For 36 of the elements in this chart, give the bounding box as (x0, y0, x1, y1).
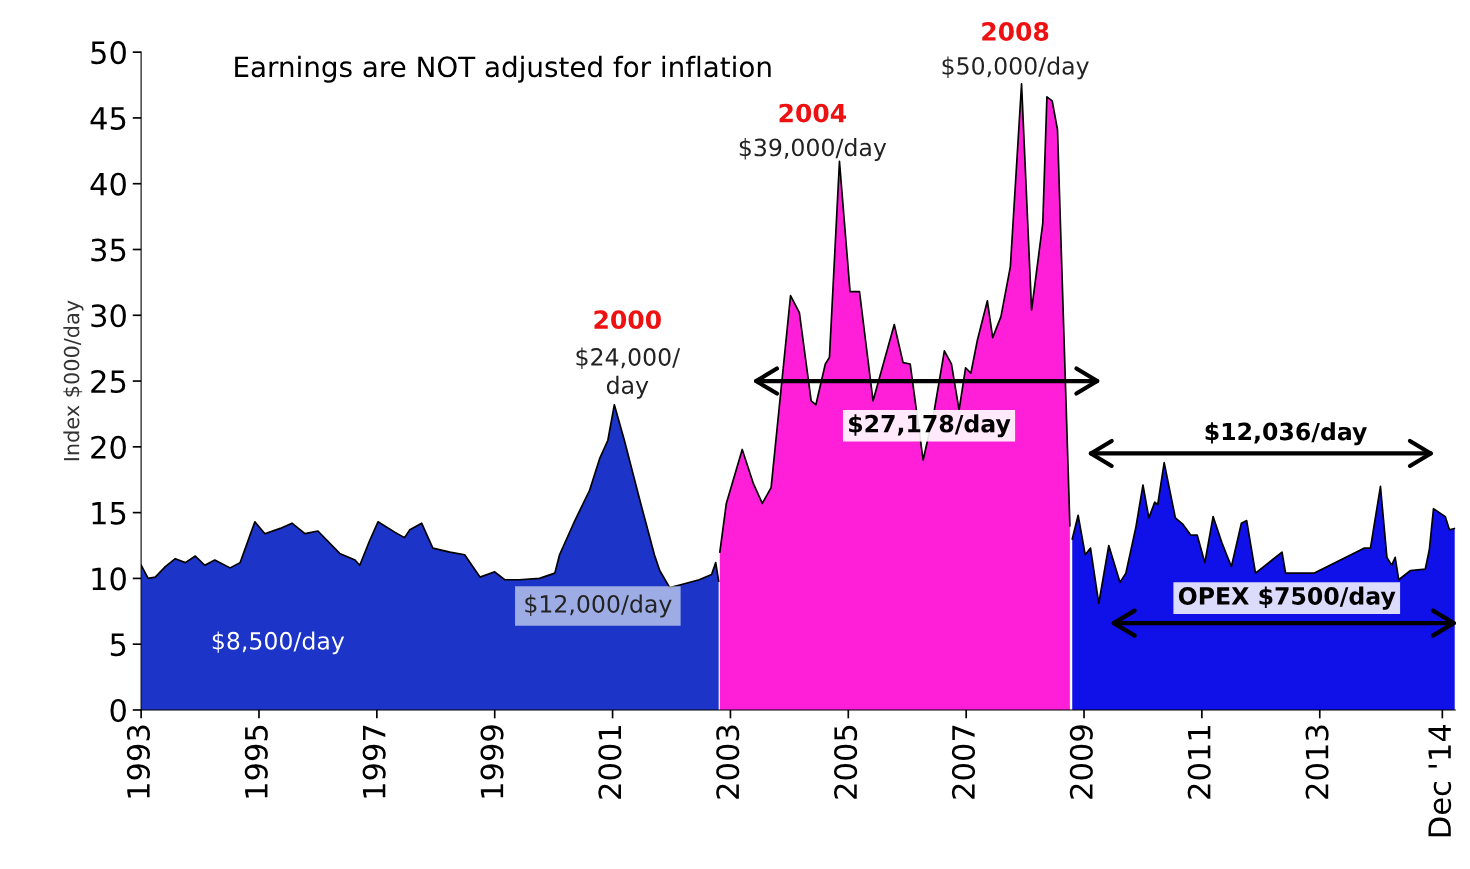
x-tick-label: 1993 (126, 725, 150, 798)
annotation: 2000 (594, 310, 661, 330)
y-tick-label: 20 (91, 435, 126, 459)
x-tick-label: 1995 (244, 725, 268, 798)
y-tick-label: 5 (110, 633, 126, 657)
annotation: $24,000/ day (576, 347, 681, 399)
x-tick-label: 2005 (834, 725, 858, 799)
y-tick-label: 30 (91, 304, 126, 328)
annotation: $8,500/day (212, 631, 345, 655)
text: 2008 (982, 22, 1049, 41)
x-tick-label: 2013 (1305, 725, 1329, 799)
x-tick-label: 2003 (716, 725, 740, 799)
y-tick-label: 45 (90, 107, 126, 130)
x-tick-label: Dec '14 (1428, 724, 1452, 837)
annotation: OPEX $7500/day (1178, 586, 1396, 610)
annotation: 2004 (779, 103, 846, 123)
annotation: $50,000/day (942, 56, 1089, 80)
x-tick-label: 1999 (480, 725, 504, 798)
x-tick-label: 2009 (1069, 725, 1093, 799)
x-tick-label: 2011 (1187, 725, 1211, 799)
y-tick-label: 15 (92, 501, 126, 525)
x-tick-label: 2007 (951, 725, 976, 799)
x-tick-label: 1997 (362, 725, 386, 798)
y-tick-label: 35 (91, 238, 126, 262)
annotation: $39,000/day (739, 138, 887, 161)
y-axis-title: Index $000/day (63, 300, 84, 461)
y-tick-label: 25 (91, 369, 126, 394)
annotation: $12,036/day (1205, 422, 1367, 446)
y-tick-label: 0 (110, 698, 126, 723)
annotation: Earnings are NOT adjusted for inflation (235, 55, 771, 83)
x-tick-label: 2001 (598, 725, 622, 799)
y-tick-label: 50 (91, 41, 126, 65)
annotation: $12,000/day (525, 594, 672, 618)
y-tick-label: 40 (90, 172, 126, 196)
y-tick-label: 10 (92, 567, 126, 591)
annotation: $27,178/day (849, 414, 1011, 438)
